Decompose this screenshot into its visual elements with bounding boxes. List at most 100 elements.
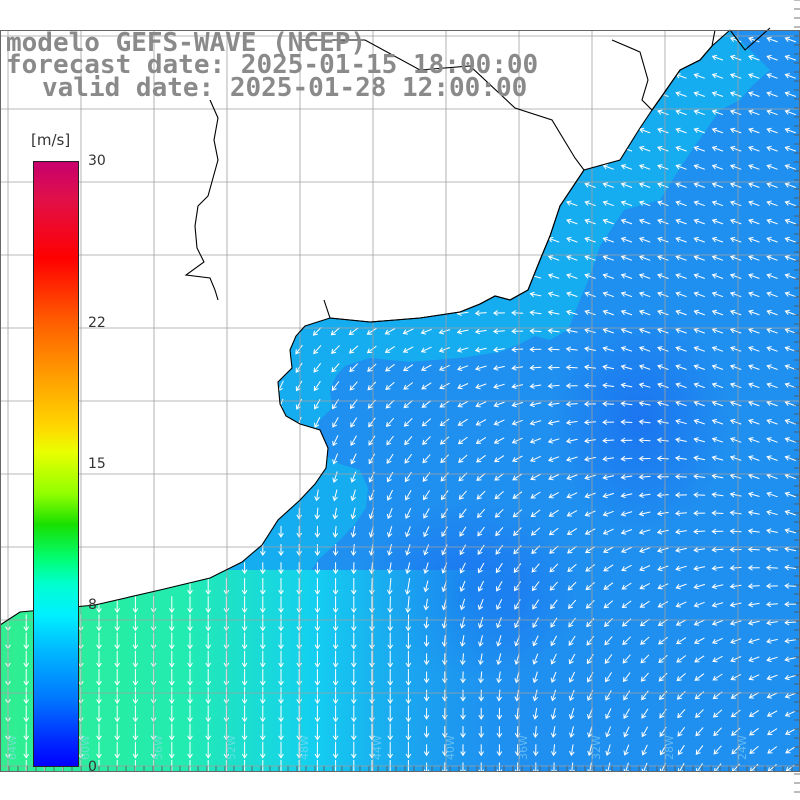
wind-arrow — [530, 527, 541, 536]
wind-arrow — [638, 182, 651, 188]
wind-arrow — [587, 744, 593, 757]
wind-arrow — [532, 653, 539, 665]
wind-arrow — [711, 236, 724, 243]
wind-arrow — [496, 635, 502, 647]
wind-arrow — [549, 563, 559, 573]
wind-arrow — [476, 508, 486, 518]
wind-arrow — [529, 346, 542, 353]
wind-arrow — [296, 562, 303, 575]
wind-arrow — [677, 744, 685, 756]
wind-arrow — [223, 596, 230, 614]
wind-arrow — [620, 382, 633, 389]
wind-arrow — [278, 760, 284, 772]
wind-arrow — [314, 650, 321, 668]
wind-arrow — [438, 329, 451, 335]
wind-arrow — [550, 689, 557, 702]
longitude-label: 44W — [371, 735, 384, 760]
wind-arrow — [459, 544, 467, 556]
wind-arrow — [332, 741, 339, 759]
wind-arrow — [784, 509, 796, 516]
wind-arrow — [296, 525, 303, 538]
wind-arrow — [748, 200, 760, 207]
wind-arrow — [386, 435, 394, 446]
wind-arrow — [711, 382, 724, 389]
wind-arrow — [620, 291, 633, 298]
wind-arrow — [512, 491, 523, 499]
wind-arrow — [476, 472, 486, 482]
wind-arrow — [350, 669, 357, 686]
wind-arrow — [458, 454, 468, 463]
wind-arrow — [694, 673, 705, 681]
wind-arrow — [23, 632, 30, 650]
wind-arrow — [638, 492, 651, 499]
wind-arrow — [187, 723, 193, 741]
wind-arrow — [492, 328, 505, 335]
wind-arrow — [423, 744, 430, 757]
wind-arrow — [748, 36, 760, 43]
wind-arrow — [675, 182, 687, 188]
wind-arrow — [387, 705, 394, 723]
wind-arrow — [566, 255, 578, 261]
wind-arrow — [314, 687, 321, 705]
wind-arrow — [657, 382, 669, 389]
wind-arrow — [638, 255, 651, 261]
wind-arrow — [784, 164, 796, 170]
wind-arrow — [693, 91, 705, 97]
wind-arrow — [675, 255, 687, 261]
wind-arrow — [729, 236, 742, 243]
wind-arrow — [474, 347, 487, 353]
wind-arrow — [657, 309, 669, 316]
wind-arrow — [784, 291, 796, 298]
wind-arrow — [259, 705, 266, 723]
wind-arrow — [494, 455, 505, 463]
wind-arrow — [350, 650, 357, 668]
wind-arrow — [675, 327, 687, 334]
wind-arrow — [693, 273, 705, 279]
wind-arrow — [748, 346, 760, 352]
wind-arrow — [657, 200, 669, 207]
wind-arrow — [314, 544, 321, 557]
wind-arrow — [259, 596, 266, 614]
wind-arrow — [332, 632, 339, 650]
wind-arrow — [387, 632, 394, 650]
wind-arrow — [602, 273, 614, 279]
wind-arrow — [278, 687, 284, 705]
longitude-label: 56W — [152, 735, 165, 760]
wind-arrow — [459, 616, 466, 629]
wind-arrow — [729, 437, 742, 443]
wind-arrow — [369, 760, 375, 772]
wind-arrow — [784, 109, 796, 116]
wind-arrow — [693, 218, 705, 225]
wind-arrow — [421, 382, 432, 390]
wind-arrow — [495, 526, 504, 537]
wind-arrow — [747, 620, 760, 626]
wind-arrow — [205, 632, 212, 650]
wind-arrow — [693, 583, 706, 590]
wind-arrow — [748, 236, 760, 243]
wind-arrow — [441, 526, 448, 538]
wind-arrow — [367, 363, 377, 372]
wind-arrow — [187, 741, 193, 759]
wind-arrow — [478, 689, 485, 702]
title-model: modelo GEFS-WAVE (NCEP) — [6, 28, 367, 58]
wind-arrow — [620, 492, 633, 499]
wind-arrow — [569, 726, 575, 738]
wind-arrow — [784, 236, 796, 243]
wind-arrow — [366, 327, 377, 335]
wind-arrow — [675, 437, 687, 443]
wind-arrow — [711, 565, 724, 571]
wind-arrow — [784, 255, 796, 261]
wind-arrow — [638, 218, 651, 225]
wind-arrow — [584, 255, 596, 261]
wind-arrow — [693, 182, 705, 188]
wind-arrow — [350, 614, 357, 632]
wind-arrow — [420, 328, 432, 335]
wind-arrow — [784, 73, 796, 79]
wind-arrow — [187, 650, 193, 668]
longitude-label: 36W — [517, 735, 530, 760]
wind-arrow — [602, 309, 614, 316]
wind-arrow — [387, 741, 394, 759]
wind-arrow — [584, 510, 596, 517]
wind-arrow — [729, 291, 742, 298]
wind-arrow — [332, 669, 339, 686]
